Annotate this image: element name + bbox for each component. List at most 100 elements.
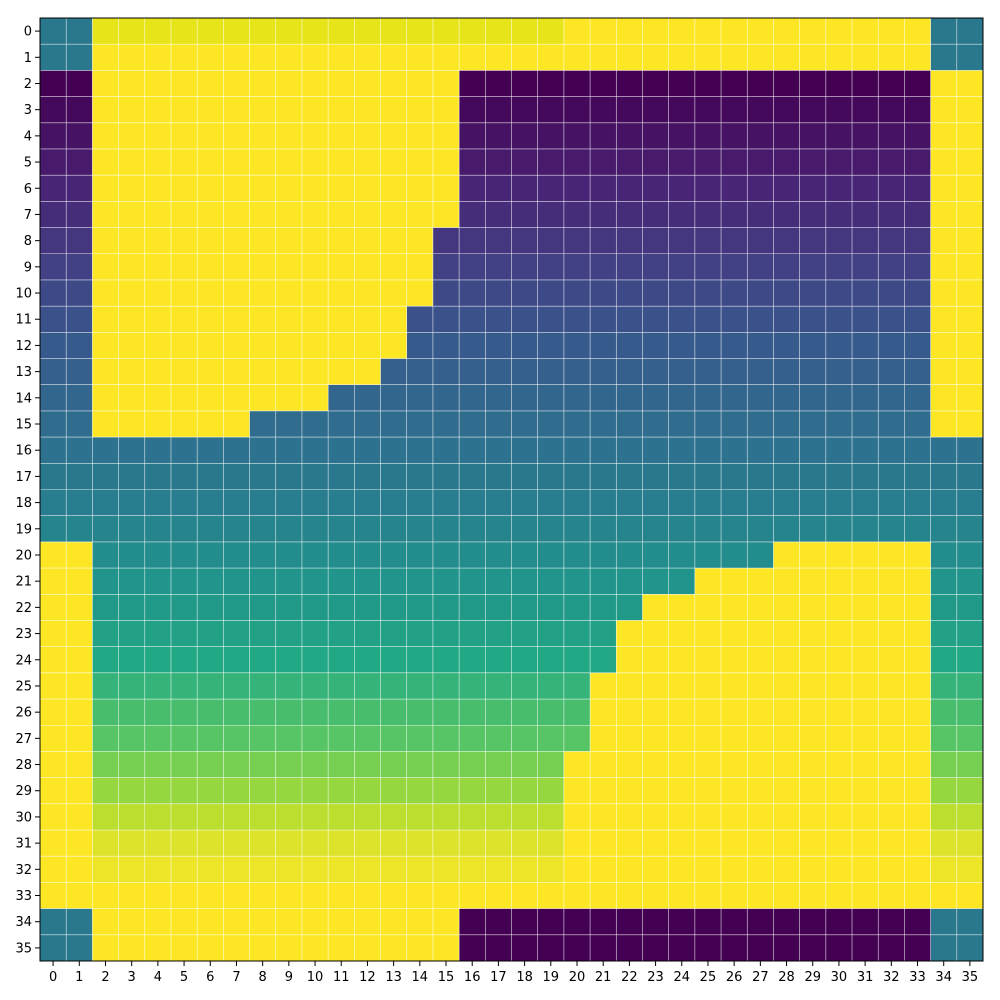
x-tick-label: 25	[700, 970, 717, 985]
heatmap-cell	[956, 751, 984, 779]
heatmap-cell	[563, 856, 591, 883]
heatmap-cell	[616, 541, 643, 569]
heatmap-cell	[511, 541, 539, 569]
heatmap-cell	[170, 44, 198, 71]
heatmap-cell	[144, 463, 172, 490]
heatmap-cell	[668, 934, 696, 962]
heatmap-cell	[66, 227, 93, 255]
heatmap-cell	[328, 777, 355, 805]
heatmap-cell	[511, 777, 539, 805]
heatmap-cell	[92, 594, 119, 621]
heatmap-cell	[92, 227, 119, 255]
heatmap-cell	[249, 44, 277, 71]
heatmap-cell	[249, 148, 277, 176]
heatmap-cell	[197, 699, 224, 726]
heatmap-cell	[537, 122, 565, 150]
heatmap-cell	[930, 882, 958, 910]
heatmap-cell	[328, 541, 355, 569]
heatmap-cell	[930, 437, 958, 464]
heatmap-cell	[511, 175, 539, 202]
heatmap-cell	[616, 44, 643, 71]
heatmap-cell	[275, 306, 303, 333]
heatmap-cell	[66, 306, 93, 333]
heatmap-cell	[668, 253, 696, 281]
heatmap-cell	[668, 306, 696, 333]
heatmap-cell	[144, 18, 172, 45]
heatmap-cell	[930, 332, 958, 359]
heatmap-cell	[904, 934, 932, 962]
heatmap-cell	[66, 489, 93, 517]
heatmap-cell	[642, 568, 670, 595]
heatmap-cell	[354, 306, 381, 333]
heatmap-cell	[301, 515, 329, 543]
heatmap-cell	[878, 672, 905, 700]
heatmap-cell	[825, 253, 853, 281]
heatmap-cell	[406, 437, 434, 464]
heatmap-cell	[563, 699, 591, 726]
y-axis-ticks: 0123456789101112131415161718192021222324…	[15, 25, 40, 956]
heatmap-cell	[563, 672, 591, 700]
heatmap-cell	[930, 725, 958, 752]
heatmap-cell	[275, 148, 303, 176]
heatmap-cell	[485, 803, 512, 831]
heatmap-cell	[66, 410, 93, 438]
heatmap-cell	[66, 201, 93, 228]
heatmap-cell	[485, 122, 512, 150]
heatmap-cell	[92, 18, 119, 45]
heatmap-cell	[301, 699, 329, 726]
heatmap-cell	[380, 306, 408, 333]
heatmap-cell	[642, 96, 670, 124]
heatmap-cell	[485, 934, 512, 962]
heatmap-cell	[249, 437, 277, 464]
heatmap-cell	[144, 44, 172, 71]
heatmap-cell	[616, 515, 643, 543]
heatmap-cell	[40, 384, 67, 412]
heatmap-cell	[118, 227, 146, 255]
heatmap-cell	[956, 830, 984, 857]
heatmap-cell	[406, 96, 434, 124]
heatmap-cell	[354, 672, 381, 700]
heatmap-cell	[930, 594, 958, 621]
heatmap-cell	[40, 882, 67, 910]
heatmap-cell	[40, 725, 67, 752]
heatmap-cell	[485, 541, 512, 569]
heatmap-cell	[616, 70, 643, 97]
heatmap-cell	[694, 201, 722, 228]
heatmap-cell	[432, 777, 460, 805]
heatmap-cell	[40, 227, 67, 255]
heatmap-cell	[930, 358, 958, 386]
heatmap-cell	[878, 568, 905, 595]
heatmap-cell	[328, 18, 355, 45]
heatmap-cell	[406, 384, 434, 412]
heatmap-cell	[485, 882, 512, 910]
heatmap-cell	[406, 279, 434, 307]
heatmap-cell	[930, 70, 958, 97]
heatmap-cell	[799, 437, 827, 464]
y-tick-label: 16	[15, 444, 32, 459]
heatmap-cell	[852, 175, 879, 202]
heatmap-cell	[170, 18, 198, 45]
x-tick-label: 16	[464, 970, 481, 985]
heatmap-cell	[511, 856, 539, 883]
heatmap-cell	[590, 908, 617, 936]
heatmap-cell	[197, 777, 224, 805]
heatmap-cell	[301, 358, 329, 386]
heatmap-cell	[328, 908, 355, 936]
heatmap-cell	[223, 201, 250, 228]
heatmap-cell	[904, 830, 932, 857]
heatmap-cell	[721, 489, 748, 517]
heatmap-cell	[118, 175, 146, 202]
heatmap-cell	[197, 620, 224, 648]
heatmap-cell	[616, 620, 643, 648]
heatmap-cell	[799, 856, 827, 883]
heatmap-cell	[747, 751, 774, 779]
heatmap-cell	[799, 279, 827, 307]
heatmap-cell	[275, 856, 303, 883]
heatmap-cell	[616, 463, 643, 490]
heatmap-cell	[930, 646, 958, 674]
heatmap-cell	[590, 332, 617, 359]
heatmap-cell	[92, 332, 119, 359]
heatmap-cell	[590, 856, 617, 883]
heatmap-cell	[301, 253, 329, 281]
heatmap-cell	[956, 227, 984, 255]
